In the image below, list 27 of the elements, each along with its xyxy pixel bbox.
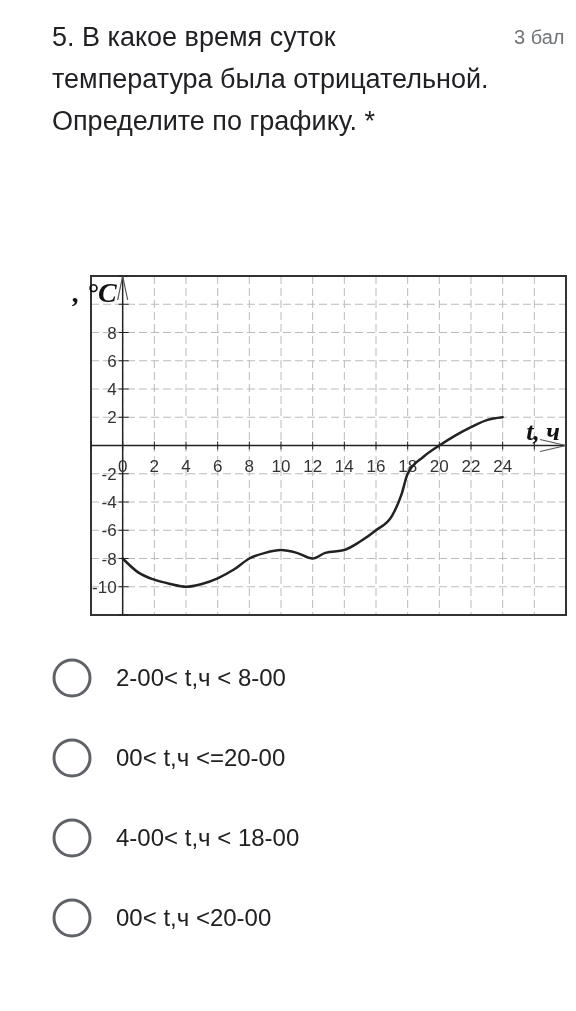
y-tick-label: -8 bbox=[101, 549, 117, 569]
y-tick-label: 8 bbox=[107, 323, 117, 343]
y-tick-label: -4 bbox=[101, 493, 117, 512]
x-tick-label: 16 bbox=[366, 456, 386, 476]
y-tick-label: 6 bbox=[107, 351, 117, 371]
x-tick-label: 20 bbox=[429, 456, 449, 476]
chart-title: 5. В какое время суток температура была отрицательной. Определите по графику. * bbox=[52, 21, 490, 138]
text: 00< t,ч <20-00 bbox=[116, 904, 272, 932]
x-tick-label: 4 bbox=[181, 456, 191, 476]
x-tick-label: 6 bbox=[212, 456, 223, 476]
text: 2-00< t,ч < 8-00 bbox=[116, 664, 286, 692]
x-tick-label: 8 bbox=[244, 456, 255, 476]
x-axis-title: t, ч bbox=[526, 416, 560, 446]
y-tick-label: -6 bbox=[101, 521, 117, 541]
text: 00< t,ч <=20-00 bbox=[116, 744, 286, 772]
y-tick-label: -10 bbox=[92, 577, 117, 597]
x-tick-label: 10 bbox=[271, 456, 291, 476]
y-tick-label: -2 bbox=[101, 464, 117, 484]
x-tick-label: 2 bbox=[149, 456, 160, 476]
text: 4-00< t,ч < 18-00 bbox=[116, 824, 300, 852]
x-tick-label: 12 bbox=[303, 456, 323, 476]
x-tick-label: 24 bbox=[493, 456, 513, 476]
x-tick-label: 14 bbox=[334, 456, 354, 476]
text: 3 бал bbox=[514, 26, 565, 49]
y-tick-label: 2 bbox=[107, 408, 117, 428]
y-tick-label: 4 bbox=[107, 380, 117, 399]
x-tick-label: 22 bbox=[461, 456, 481, 476]
